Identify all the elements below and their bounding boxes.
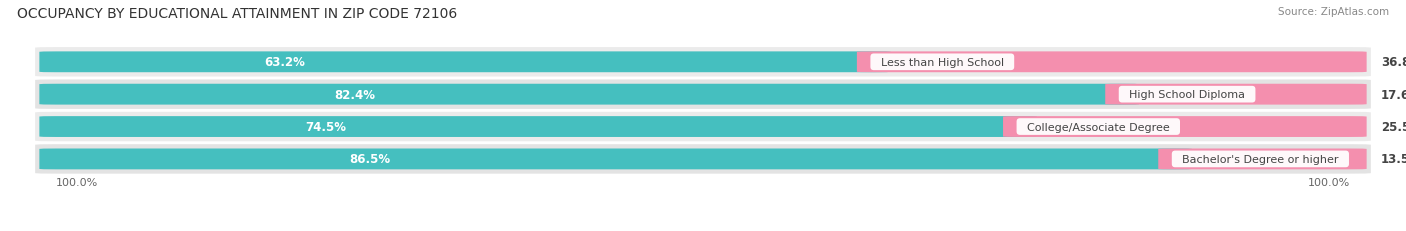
FancyBboxPatch shape xyxy=(1105,84,1367,105)
FancyBboxPatch shape xyxy=(856,52,1367,73)
Text: College/Associate Degree: College/Associate Degree xyxy=(1019,122,1177,132)
Text: Bachelor's Degree or higher: Bachelor's Degree or higher xyxy=(1175,154,1346,164)
Text: Less than High School: Less than High School xyxy=(873,58,1011,67)
FancyBboxPatch shape xyxy=(39,52,890,73)
FancyBboxPatch shape xyxy=(39,84,1139,105)
FancyBboxPatch shape xyxy=(39,117,1036,137)
Text: 100.0%: 100.0% xyxy=(1308,177,1350,187)
Text: 63.2%: 63.2% xyxy=(264,56,305,69)
FancyBboxPatch shape xyxy=(39,149,1192,170)
Text: 17.6%: 17.6% xyxy=(1381,88,1406,101)
FancyBboxPatch shape xyxy=(35,112,1371,142)
Text: 36.8%: 36.8% xyxy=(1381,56,1406,69)
Text: 86.5%: 86.5% xyxy=(349,153,389,166)
Text: High School Diploma: High School Diploma xyxy=(1122,90,1253,100)
Text: 74.5%: 74.5% xyxy=(305,121,346,134)
Text: OCCUPANCY BY EDUCATIONAL ATTAINMENT IN ZIP CODE 72106: OCCUPANCY BY EDUCATIONAL ATTAINMENT IN Z… xyxy=(17,7,457,21)
FancyBboxPatch shape xyxy=(35,145,1371,174)
FancyBboxPatch shape xyxy=(1002,117,1367,137)
FancyBboxPatch shape xyxy=(35,80,1371,109)
Text: 25.5%: 25.5% xyxy=(1381,121,1406,134)
Text: 100.0%: 100.0% xyxy=(56,177,98,187)
Text: 82.4%: 82.4% xyxy=(335,88,375,101)
Text: 13.5%: 13.5% xyxy=(1381,153,1406,166)
Text: Source: ZipAtlas.com: Source: ZipAtlas.com xyxy=(1278,7,1389,17)
FancyBboxPatch shape xyxy=(1159,149,1367,170)
FancyBboxPatch shape xyxy=(35,48,1371,77)
